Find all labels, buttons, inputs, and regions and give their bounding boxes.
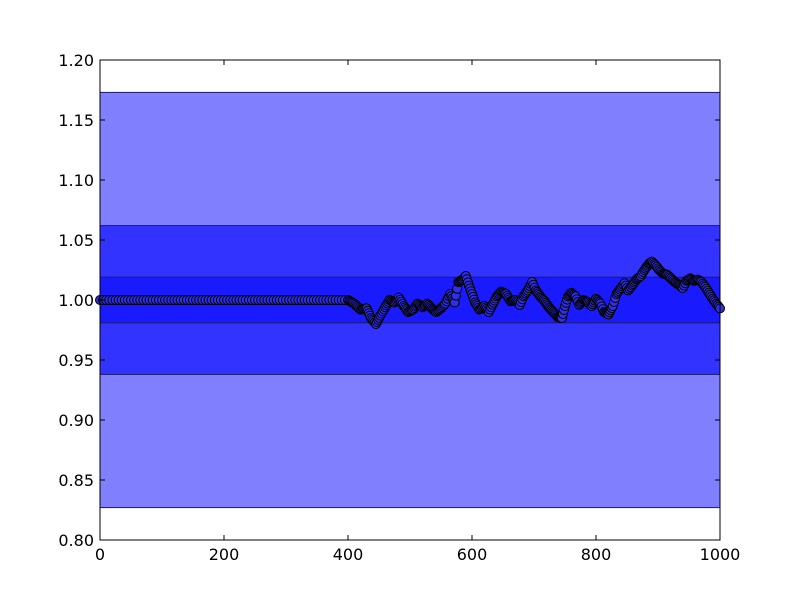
y-tick-label: 1.05 <box>58 231 94 250</box>
data-marks <box>95 256 725 329</box>
x-tick-label: 1000 <box>700 545 741 564</box>
y-tick-label: 1.10 <box>58 171 94 190</box>
y-tick-label: 1.20 <box>58 51 94 70</box>
tick-layer: 0 200 400 600 800 1000 0.80 0.85 0.90 0.95 1.00 1.0… <box>58 51 740 564</box>
y-tick-label: 1.00 <box>58 291 94 310</box>
x-tick-label: 200 <box>209 545 240 564</box>
y-tick-label: 0.95 <box>58 351 94 370</box>
y-tick-label: 0.85 <box>58 471 94 490</box>
x-tick-label: 400 <box>333 545 364 564</box>
x-tick-label: 0 <box>95 545 105 564</box>
x-tick-label: 800 <box>581 545 612 564</box>
x-tick-label: 600 <box>457 545 488 564</box>
y-tick-label: 0.90 <box>58 411 94 430</box>
y-tick-label: 1.15 <box>58 111 94 130</box>
y-tick-label: 0.80 <box>58 531 94 550</box>
